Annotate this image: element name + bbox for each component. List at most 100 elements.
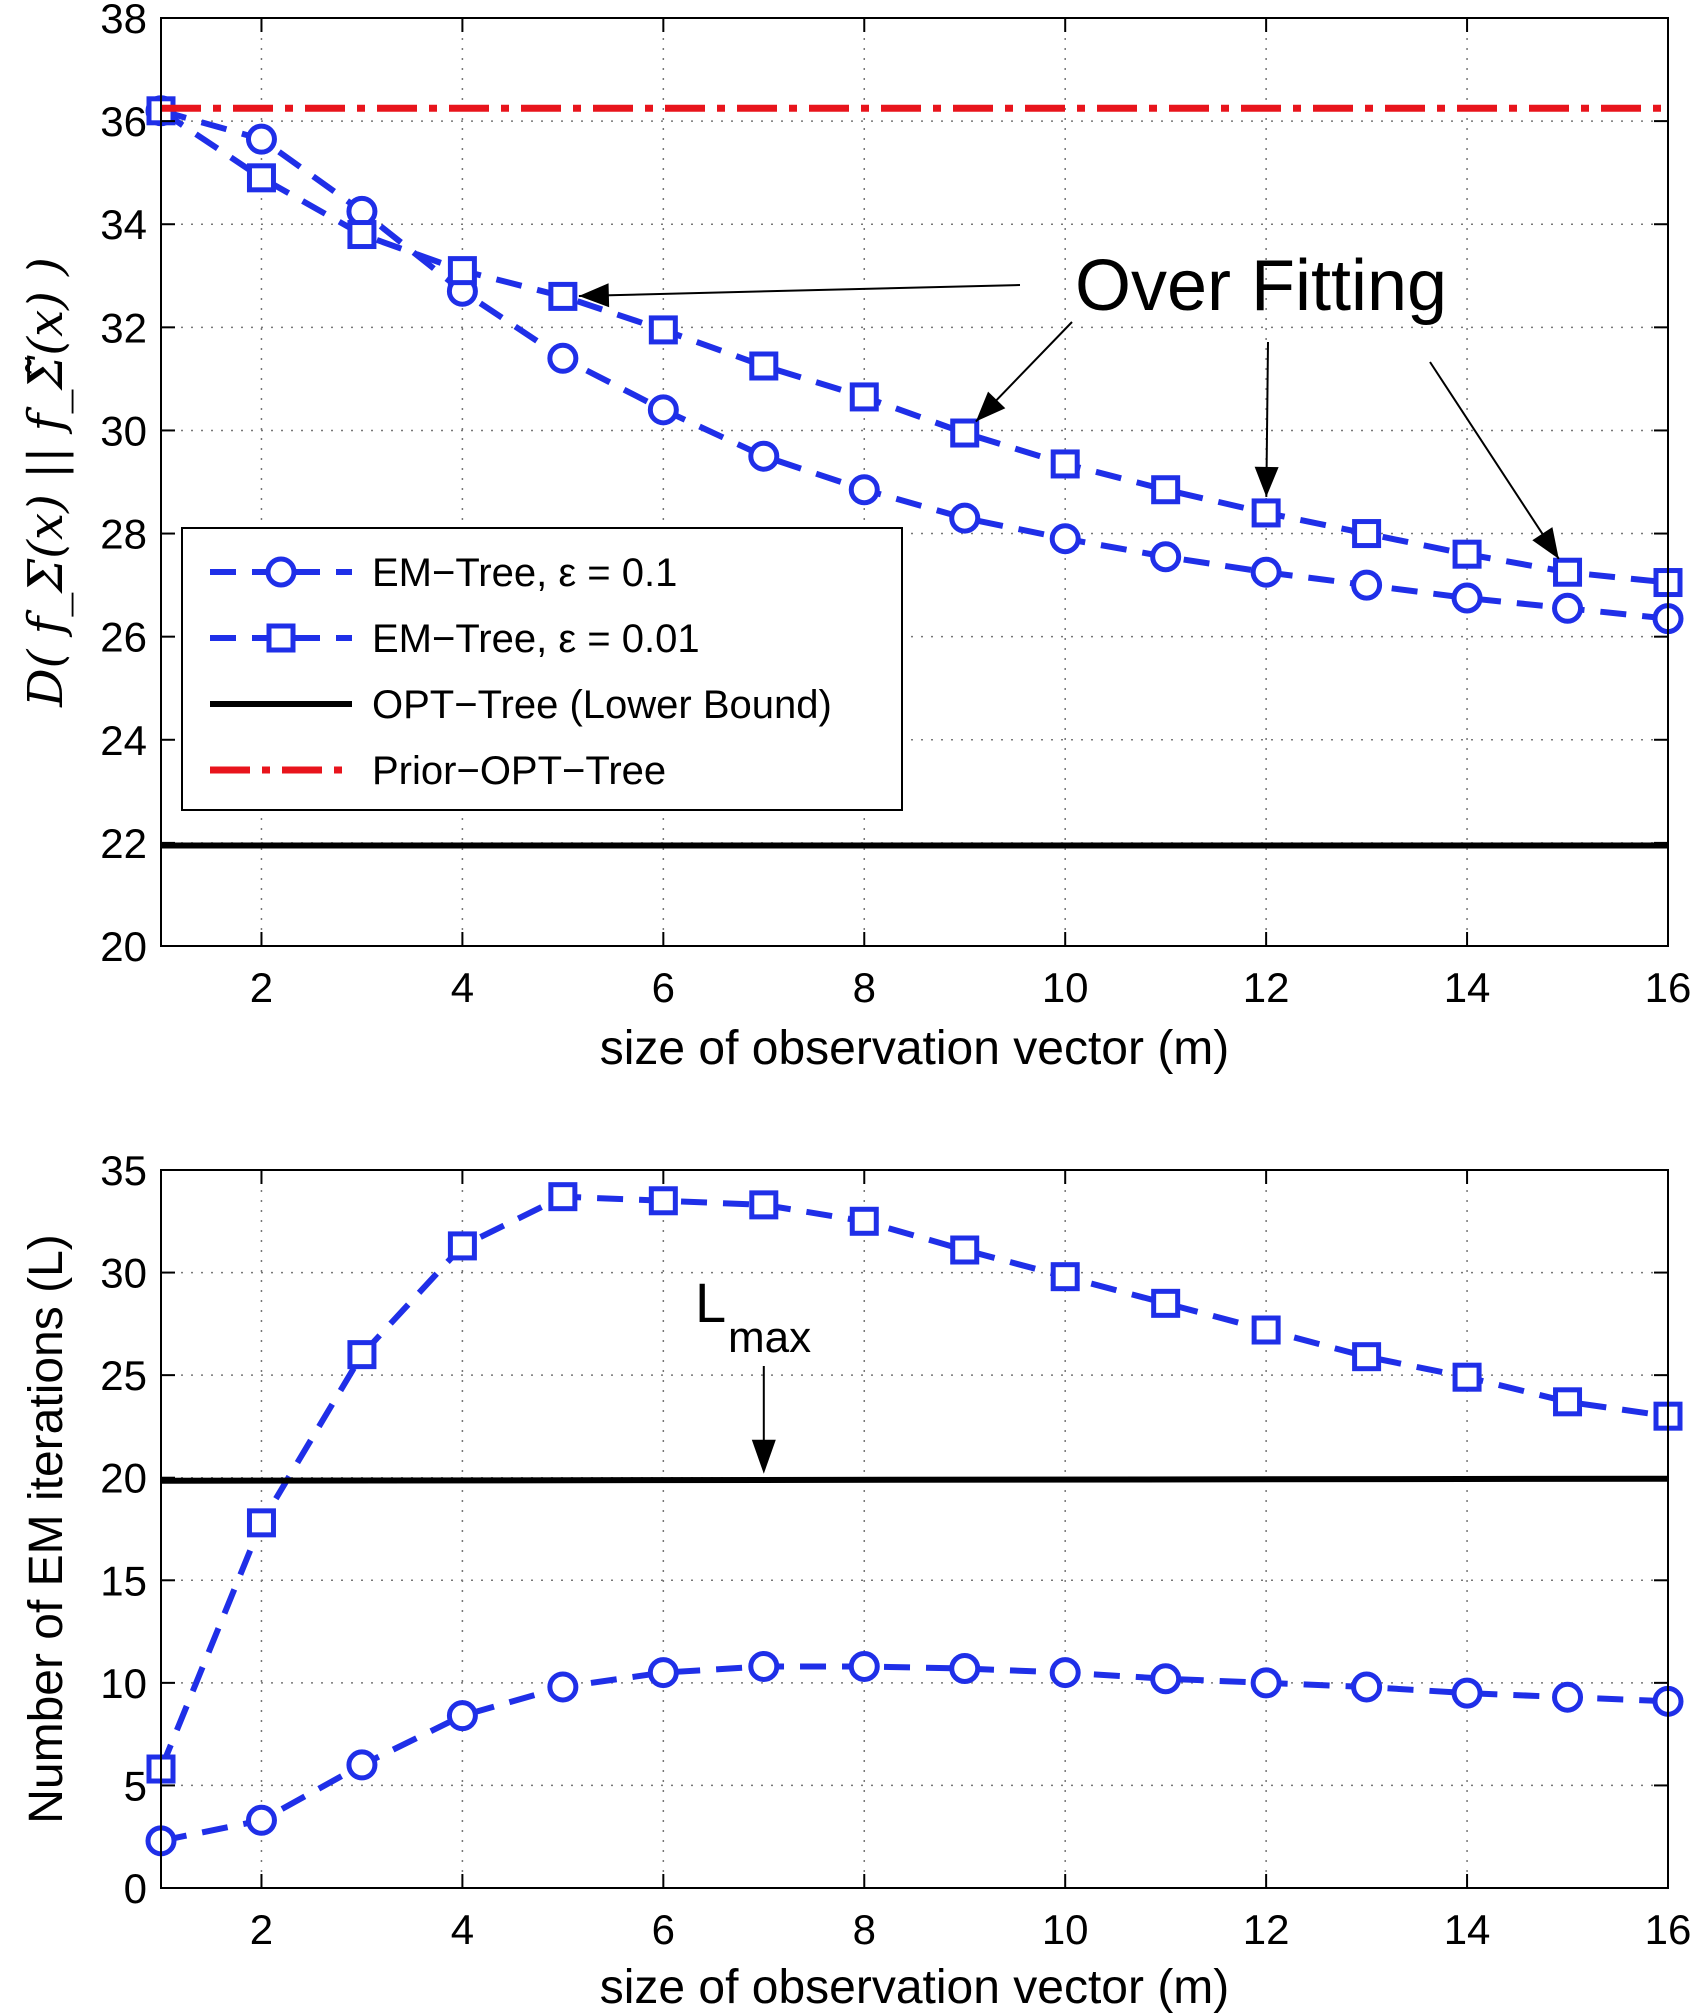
series-0-point <box>748 440 780 472</box>
y-tick-label: 15 <box>100 1557 147 1604</box>
series-0-point <box>1049 523 1081 555</box>
series-0-point <box>848 474 880 506</box>
x-tick-label: 6 <box>652 1906 675 1953</box>
series-0-point <box>1552 592 1584 624</box>
series-0-point <box>245 123 277 155</box>
series-0-point <box>346 1749 378 1781</box>
series-1-point <box>548 1182 578 1212</box>
series-1-point <box>1251 498 1281 528</box>
legend-label-2: OPT−Tree (Lower Bound) <box>372 683 832 727</box>
y-tick-label: 20 <box>100 923 147 970</box>
series-1-point <box>447 1231 477 1261</box>
bottom-series <box>145 1182 1684 1857</box>
series-1-point <box>1553 557 1583 587</box>
series-0-point <box>1451 1677 1483 1709</box>
x-tick-label: 2 <box>250 1906 273 1953</box>
series-1-point <box>1553 1387 1583 1417</box>
legend-marker-1 <box>266 623 296 653</box>
bottom-y-axis-label: Number of EM iterations (L) <box>20 1234 73 1824</box>
over-fitting-arrowhead-2 <box>1254 466 1279 497</box>
over-fitting-arrowhead-3 <box>1532 527 1559 559</box>
top-legend: EM−Tree, ε = 0.1 EM−Tree, ε = 0.01 OPT−Tre… <box>181 527 903 811</box>
y-tick-label: 30 <box>100 407 147 454</box>
series-1-point <box>246 1508 276 1538</box>
series-1-point <box>749 1190 779 1220</box>
series-1-point <box>849 382 879 412</box>
series-0-point <box>748 1650 780 1682</box>
x-tick-label: 8 <box>853 1906 876 1953</box>
series-1-point <box>447 256 477 286</box>
y-tick-label: 36 <box>100 98 147 145</box>
lmax-subscript: max <box>728 1313 811 1362</box>
series-1-point <box>648 1186 678 1216</box>
lmax-label: L <box>695 1271 726 1334</box>
series-1-point <box>1452 539 1482 569</box>
y-tick-label: 34 <box>100 201 147 248</box>
series-0-point <box>848 1650 880 1682</box>
series-1-point <box>1352 1342 1382 1372</box>
series-1-point <box>1151 1288 1181 1318</box>
series-0-point <box>547 342 579 374</box>
bottom-ticks: 2 4 6 8 10 12 14 16 0 5 10 15 20 25 30 35 <box>100 1147 1691 1953</box>
series-0-point <box>547 1671 579 1703</box>
y-tick-label: 5 <box>124 1762 147 1809</box>
x-tick-label: 14 <box>1444 964 1491 1011</box>
y-tick-label: 26 <box>100 614 147 661</box>
y-tick-label: 10 <box>100 1660 147 1707</box>
y-tick-label: 28 <box>100 511 147 558</box>
series-0-point <box>1250 556 1282 588</box>
series-0-point <box>1250 1667 1282 1699</box>
series-1-point <box>548 281 578 311</box>
x-tick-label: 10 <box>1042 1906 1089 1953</box>
lmax-arrowhead <box>751 1439 776 1474</box>
x-tick-label: 4 <box>451 1906 474 1953</box>
y-tick-label: 22 <box>100 820 147 867</box>
series-0-point <box>1049 1657 1081 1689</box>
top-axes-frame <box>160 17 1669 947</box>
x-tick-label: 2 <box>250 964 273 1011</box>
legend-marker-0 <box>265 556 297 588</box>
series-1-point <box>1151 475 1181 505</box>
y-tick-label: 20 <box>100 1455 147 1502</box>
bottom-x-axis-label: size of observation vector (m) <box>600 1961 1230 2014</box>
series-1-point <box>347 1340 377 1370</box>
series-line-0 <box>160 1663 1669 1844</box>
series-0-point <box>1451 582 1483 614</box>
top-x-axis-label: size of observation vector (m) <box>600 1022 1230 1075</box>
series-0-point <box>1552 1681 1584 1713</box>
series-1-point <box>950 418 980 448</box>
series-0-point <box>1150 1663 1182 1695</box>
series-1-point <box>1251 1315 1281 1345</box>
series-0-point <box>1351 1671 1383 1703</box>
x-tick-label: 14 <box>1444 1906 1491 1953</box>
series-0-point <box>1351 569 1383 601</box>
series-0-point <box>1150 541 1182 573</box>
series-line-0 <box>160 107 1669 622</box>
over-fitting-arrowhead-1 <box>975 391 1006 422</box>
legend-label-0: EM−Tree, ε = 0.1 <box>372 551 677 595</box>
x-tick-label: 16 <box>1645 964 1692 1011</box>
series-1-point <box>1050 449 1080 479</box>
series-0-point <box>949 502 981 534</box>
series-1-point <box>749 351 779 381</box>
y-tick-label: 32 <box>100 304 147 351</box>
top-series <box>145 95 1684 849</box>
over-fitting-annotation: Over Fitting <box>578 246 1560 560</box>
over-fitting-arrow-0 <box>578 284 1021 298</box>
series-1-point <box>1452 1362 1482 1392</box>
series-1-point <box>1050 1262 1080 1292</box>
series-line-2 <box>160 1475 1669 1484</box>
series-1-point <box>347 220 377 250</box>
y-tick-label: 38 <box>100 0 147 42</box>
y-tick-label: 0 <box>124 1865 147 1912</box>
series-1-point <box>849 1206 879 1236</box>
x-tick-label: 4 <box>451 964 474 1011</box>
y-tick-label: 35 <box>100 1147 147 1194</box>
over-fitting-arrow-3 <box>1429 361 1560 560</box>
x-tick-label: 16 <box>1645 1906 1692 1953</box>
series-1-point <box>648 315 678 345</box>
bottom-axes-frame <box>160 1169 1669 1889</box>
over-fitting-arrowhead-0 <box>578 283 610 308</box>
y-tick-label: 24 <box>100 717 147 764</box>
